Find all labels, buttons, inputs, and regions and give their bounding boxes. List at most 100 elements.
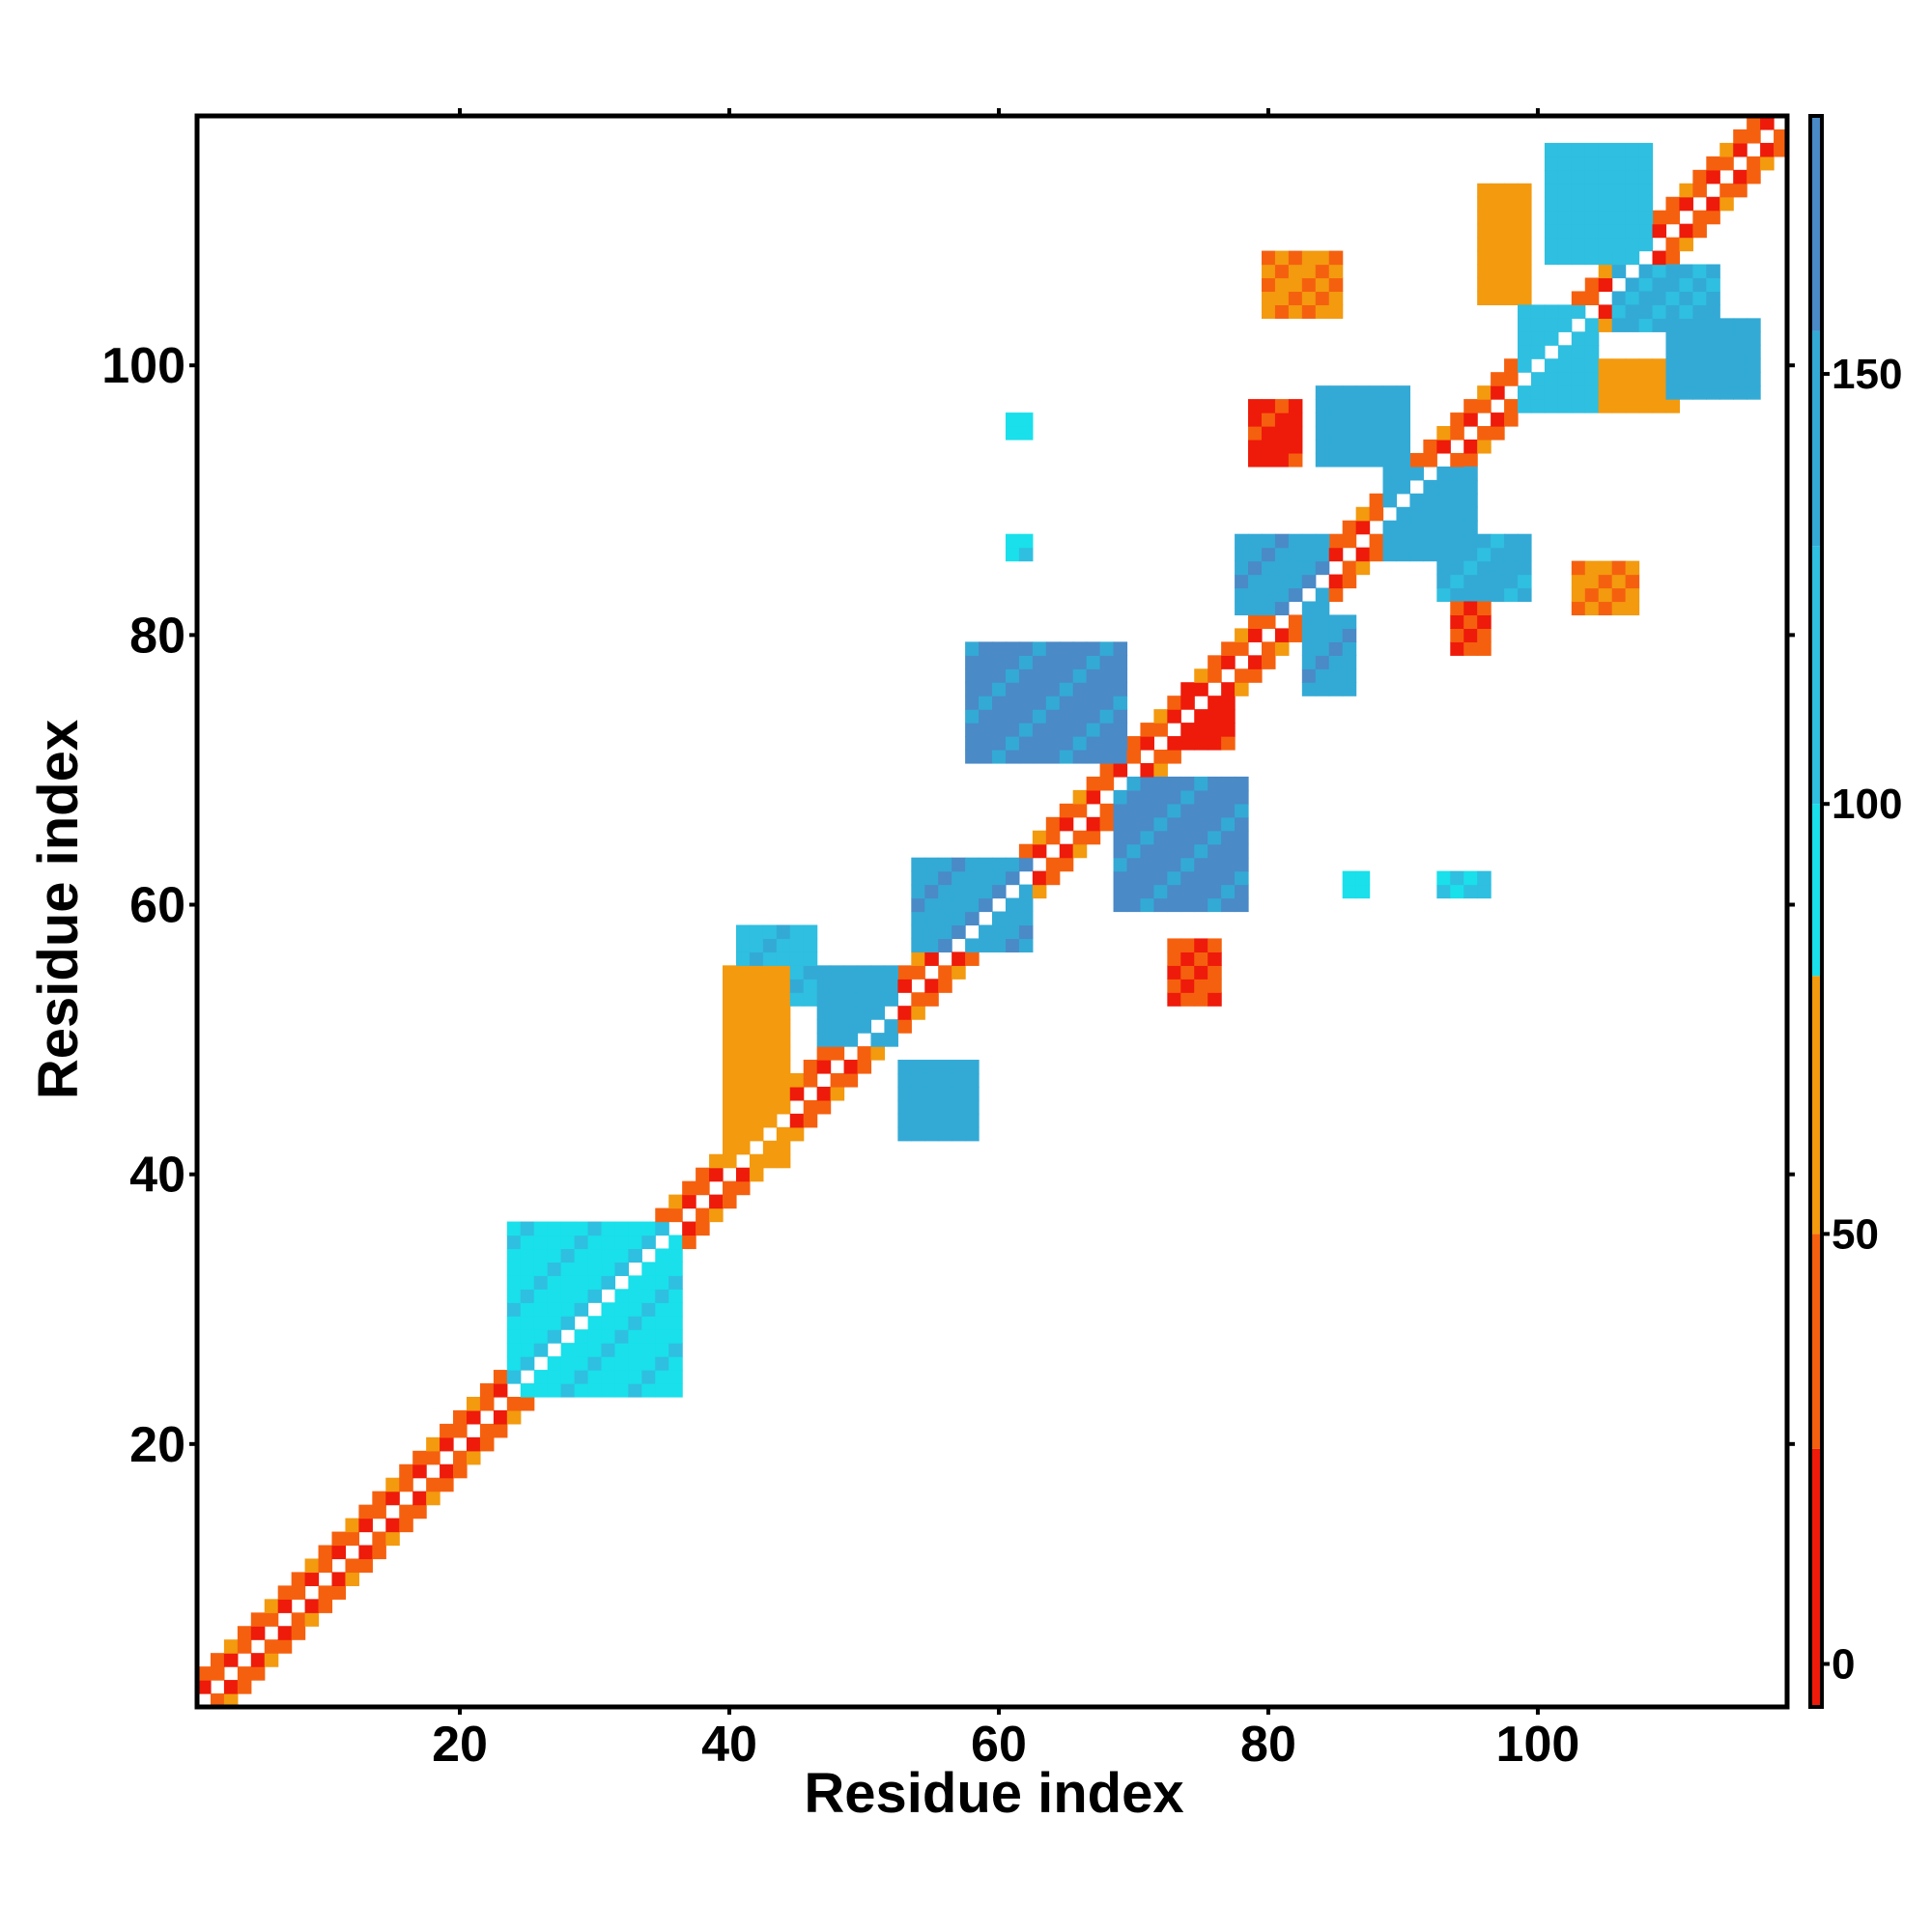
heatmap-cell [1342, 399, 1357, 413]
heatmap-cell [520, 1275, 535, 1290]
heatmap-cell [1328, 439, 1344, 454]
heatmap-cell [884, 965, 898, 980]
heatmap-cell [735, 992, 751, 1007]
heatmap-cell [1180, 857, 1195, 872]
heatmap-cell [1625, 196, 1640, 212]
heatmap-cell [965, 884, 980, 899]
heatmap-cell [1369, 452, 1384, 468]
heatmap-cell [803, 938, 818, 952]
heatmap-cell [1355, 412, 1371, 427]
heatmap-cell [1544, 156, 1559, 171]
heatmap-cell [1126, 750, 1142, 764]
heatmap-cell [1328, 277, 1344, 293]
heatmap-cell [1235, 547, 1249, 562]
heatmap-cell [1598, 223, 1613, 239]
heatmap-cell [547, 1275, 562, 1290]
heatmap-cell [992, 696, 1007, 710]
heatmap-cell [911, 897, 925, 913]
heatmap-cell [1288, 452, 1303, 468]
heatmap-cell [1221, 884, 1236, 899]
heatmap-cell [547, 1370, 562, 1384]
heatmap-cell [789, 1126, 805, 1142]
heatmap-cell [870, 1046, 886, 1061]
heatmap-cell [1611, 183, 1627, 198]
heatmap-cell [426, 1436, 440, 1452]
heatmap-cell [1477, 601, 1492, 616]
heatmap-cell [601, 1262, 616, 1276]
y-tick-label: 80 [129, 608, 185, 664]
heatmap-cell [1315, 412, 1330, 427]
heatmap-cell [1518, 331, 1532, 346]
heatmap-cell [1126, 870, 1142, 886]
heatmap-cell [1530, 372, 1546, 386]
heatmap-cell [1274, 277, 1290, 293]
heatmap-cell [1719, 318, 1734, 332]
heatmap-cell [1665, 264, 1681, 279]
heatmap-cell [803, 979, 818, 993]
x-tick-label: 20 [432, 1717, 488, 1773]
heatmap-cell [965, 750, 980, 764]
heatmap-cell [372, 1504, 386, 1520]
heatmap-cell [965, 641, 980, 656]
heatmap-cell [965, 1060, 980, 1074]
heatmap-cell [237, 1666, 252, 1681]
heatmap-cell [1355, 439, 1371, 454]
heatmap-cell [735, 979, 751, 993]
heatmap-cell [506, 1329, 522, 1344]
heatmap-cell [1638, 304, 1654, 319]
heatmap-cell [1059, 803, 1074, 818]
heatmap-cell [1180, 776, 1195, 791]
heatmap-cell [735, 1060, 751, 1074]
heatmap-cell [911, 870, 925, 886]
heatmap-cell [1180, 992, 1195, 1007]
heatmap-cell [789, 965, 805, 980]
heatmap-cell [1005, 870, 1020, 886]
heatmap-cell [1584, 183, 1600, 198]
heatmap-cell [1584, 210, 1600, 225]
heatmap-cell [735, 1140, 751, 1155]
heatmap-cell [1153, 857, 1168, 872]
heatmap-cell [709, 1194, 724, 1209]
heatmap-cell [1018, 938, 1034, 952]
heatmap-cell [574, 1302, 589, 1317]
heatmap-cell [291, 1585, 306, 1600]
heatmap-cell [614, 1302, 629, 1317]
heatmap-cell [466, 1396, 481, 1411]
heatmap-cell [1208, 736, 1222, 751]
heatmap-cell [924, 1060, 939, 1074]
heatmap-cell [1530, 304, 1546, 319]
heatmap-cell [1638, 223, 1654, 239]
heatmap-cell [1261, 412, 1276, 427]
heatmap-cell [1477, 385, 1492, 400]
heatmap-cell [574, 1343, 589, 1357]
heatmap-cell [1584, 237, 1600, 252]
heatmap-cell [1018, 696, 1034, 710]
heatmap-cell [1423, 506, 1437, 522]
heatmap-cell [911, 938, 925, 952]
heatmap-cell [1557, 183, 1573, 198]
heatmap-cell [466, 1436, 481, 1452]
heatmap-cell [1274, 641, 1290, 656]
heatmap-cell [1315, 533, 1330, 549]
heatmap-cell [1598, 264, 1613, 279]
heatmap-cell [803, 1099, 818, 1115]
heatmap-cell [1315, 277, 1330, 293]
heatmap-cell [1369, 385, 1384, 400]
heatmap-cell [440, 1436, 454, 1452]
colorbar-tick-label: 150 [1832, 351, 1902, 398]
heatmap-cell [1235, 587, 1249, 603]
heatmap-cell [1113, 696, 1128, 710]
heatmap-cell [641, 1383, 656, 1398]
heatmap-cell [1180, 952, 1195, 966]
heatmap-cell [1638, 399, 1654, 413]
heatmap-cell [924, 1072, 939, 1088]
heatmap-cell [911, 857, 925, 872]
heatmap-cell [1706, 196, 1720, 212]
heatmap-cell [911, 992, 925, 1007]
heatmap-cell [1018, 641, 1034, 656]
heatmap-cell [1355, 506, 1371, 522]
heatmap-cell [696, 1221, 710, 1236]
heatmap-cell [1477, 641, 1492, 656]
heatmap-cell [1086, 750, 1101, 764]
heatmap-cell [1032, 830, 1047, 845]
